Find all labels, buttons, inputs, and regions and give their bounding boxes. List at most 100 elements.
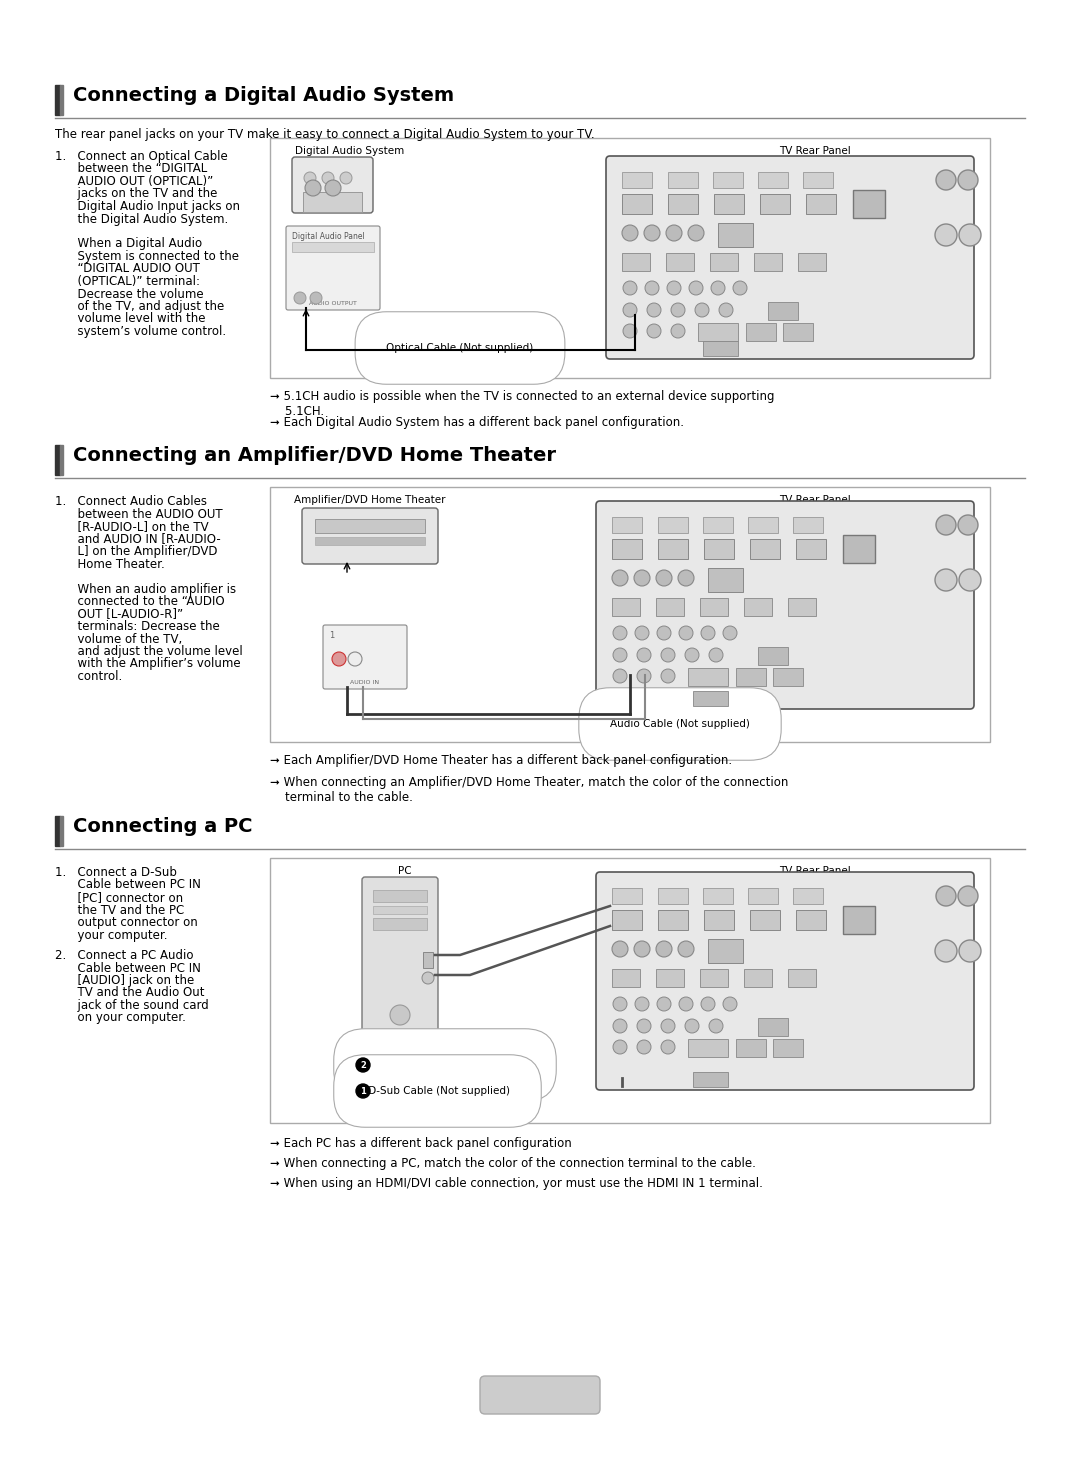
Text: 1.   Connect a D-Sub: 1. Connect a D-Sub bbox=[55, 866, 177, 880]
Bar bbox=[746, 323, 777, 341]
Circle shape bbox=[723, 626, 737, 641]
Bar bbox=[748, 517, 778, 533]
Circle shape bbox=[303, 173, 316, 184]
Text: with the Amplifier’s volume: with the Amplifier’s volume bbox=[55, 657, 241, 670]
Text: TV Rear Panel: TV Rear Panel bbox=[779, 494, 851, 505]
Bar bbox=[373, 906, 427, 914]
Circle shape bbox=[959, 224, 981, 246]
Bar bbox=[622, 252, 650, 272]
Text: ➞ When connecting an Amplifier/DVD Home Theater, match the color of the connecti: ➞ When connecting an Amplifier/DVD Home … bbox=[270, 776, 788, 804]
Circle shape bbox=[935, 224, 957, 246]
Circle shape bbox=[708, 1018, 723, 1033]
FancyBboxPatch shape bbox=[292, 156, 373, 213]
Circle shape bbox=[958, 515, 978, 534]
Text: volume level with the: volume level with the bbox=[55, 313, 205, 326]
Circle shape bbox=[733, 280, 747, 295]
Text: TV and the Audio Out: TV and the Audio Out bbox=[55, 986, 204, 999]
Circle shape bbox=[635, 996, 649, 1011]
Text: system’s volume control.: system’s volume control. bbox=[55, 325, 226, 338]
Text: AUDIO IN: AUDIO IN bbox=[350, 680, 379, 685]
Bar bbox=[796, 539, 826, 559]
Bar bbox=[270, 487, 990, 742]
Bar bbox=[688, 1039, 728, 1057]
Text: 2: 2 bbox=[360, 1060, 366, 1070]
Text: 1: 1 bbox=[360, 1086, 366, 1095]
Circle shape bbox=[623, 303, 637, 317]
Circle shape bbox=[613, 648, 627, 663]
Text: 2.   Connect a PC Audio: 2. Connect a PC Audio bbox=[55, 949, 193, 962]
Bar bbox=[658, 889, 688, 903]
Bar bbox=[853, 190, 885, 218]
Bar bbox=[760, 193, 789, 214]
Circle shape bbox=[612, 570, 627, 586]
Text: Audio Cable (Not supplied): Audio Cable (Not supplied) bbox=[610, 719, 750, 729]
Circle shape bbox=[356, 1083, 370, 1098]
Text: jacks on the TV and the: jacks on the TV and the bbox=[55, 187, 217, 201]
Text: Amplifier/DVD Home Theater: Amplifier/DVD Home Theater bbox=[294, 494, 446, 505]
Bar bbox=[698, 323, 738, 341]
Circle shape bbox=[719, 303, 733, 317]
Circle shape bbox=[647, 303, 661, 317]
Bar bbox=[55, 86, 60, 115]
Text: AUDIO OUTPUT: AUDIO OUTPUT bbox=[309, 301, 356, 306]
Bar bbox=[750, 539, 780, 559]
Bar bbox=[612, 539, 642, 559]
Circle shape bbox=[685, 648, 699, 663]
Circle shape bbox=[294, 292, 306, 304]
Circle shape bbox=[678, 942, 694, 956]
Bar bbox=[843, 534, 875, 562]
Text: Cable between PC IN: Cable between PC IN bbox=[55, 961, 201, 974]
Bar bbox=[806, 193, 836, 214]
Circle shape bbox=[637, 1018, 651, 1033]
Bar bbox=[708, 568, 743, 592]
Circle shape bbox=[936, 886, 956, 906]
Bar bbox=[713, 173, 743, 187]
Bar bbox=[703, 341, 738, 356]
FancyBboxPatch shape bbox=[323, 624, 407, 689]
Bar bbox=[315, 537, 426, 545]
Text: TV Rear Panel: TV Rear Panel bbox=[779, 146, 851, 156]
Text: [AUDIO] jack on the: [AUDIO] jack on the bbox=[55, 974, 194, 987]
Circle shape bbox=[390, 1005, 410, 1024]
Circle shape bbox=[305, 180, 321, 196]
Bar bbox=[612, 517, 642, 533]
Text: connected to the “AUDIO: connected to the “AUDIO bbox=[55, 595, 225, 608]
Circle shape bbox=[688, 224, 704, 241]
Circle shape bbox=[936, 170, 956, 190]
Bar bbox=[303, 192, 362, 213]
Bar bbox=[55, 444, 60, 475]
Circle shape bbox=[656, 942, 672, 956]
Circle shape bbox=[959, 940, 981, 962]
Bar bbox=[700, 970, 728, 987]
Bar bbox=[669, 173, 698, 187]
Text: PC: PC bbox=[399, 866, 411, 875]
Circle shape bbox=[708, 648, 723, 663]
Circle shape bbox=[661, 648, 675, 663]
Circle shape bbox=[322, 173, 334, 184]
Bar bbox=[666, 252, 694, 272]
Bar bbox=[735, 1039, 766, 1057]
Circle shape bbox=[637, 1041, 651, 1054]
Bar bbox=[793, 889, 823, 903]
Bar bbox=[423, 952, 433, 968]
Text: (OPTICAL)” terminal:: (OPTICAL)” terminal: bbox=[55, 275, 200, 288]
Bar bbox=[658, 539, 688, 559]
Text: D-Sub Cable (Not supplied): D-Sub Cable (Not supplied) bbox=[365, 1086, 510, 1097]
FancyBboxPatch shape bbox=[596, 500, 974, 708]
Text: [R-AUDIO-L] on the TV: [R-AUDIO-L] on the TV bbox=[55, 520, 208, 533]
Bar bbox=[710, 252, 738, 272]
Circle shape bbox=[656, 570, 672, 586]
Text: System is connected to the: System is connected to the bbox=[55, 249, 239, 263]
Bar bbox=[754, 252, 782, 272]
Text: between the AUDIO OUT: between the AUDIO OUT bbox=[55, 508, 222, 521]
Bar bbox=[798, 252, 826, 272]
Circle shape bbox=[958, 170, 978, 190]
Circle shape bbox=[661, 1018, 675, 1033]
Text: The rear panel jacks on your TV make it easy to connect a Digital Audio System t: The rear panel jacks on your TV make it … bbox=[55, 128, 595, 142]
Circle shape bbox=[671, 303, 685, 317]
Circle shape bbox=[340, 173, 352, 184]
Bar bbox=[704, 539, 734, 559]
Circle shape bbox=[696, 303, 708, 317]
Bar bbox=[843, 906, 875, 934]
Bar bbox=[708, 939, 743, 962]
